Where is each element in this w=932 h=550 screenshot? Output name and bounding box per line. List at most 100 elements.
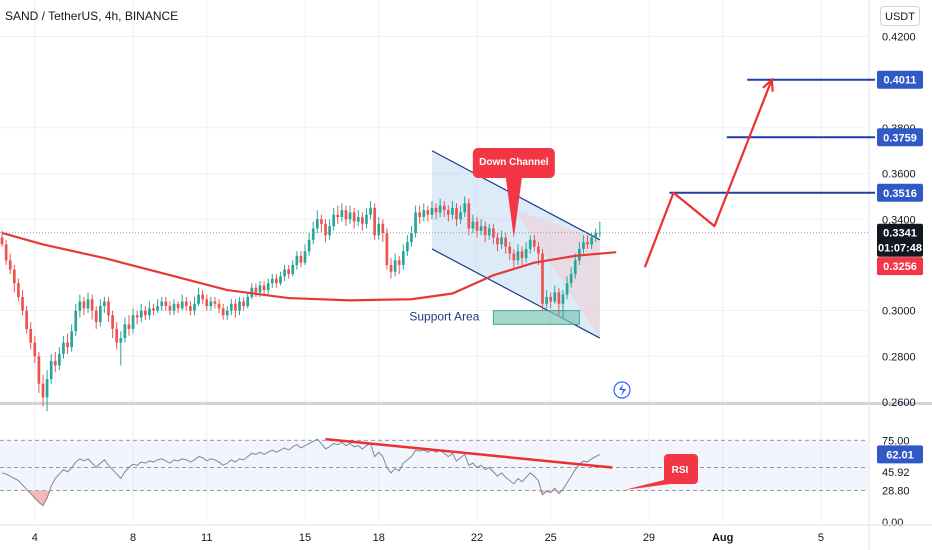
candle-body [549, 296, 553, 302]
candle-body [70, 331, 74, 348]
candle-body [139, 310, 143, 318]
rsi-tick-label: 45.92 [882, 467, 910, 479]
candle-body [451, 207, 454, 215]
candle-body [217, 303, 221, 309]
candle-body [143, 310, 147, 316]
candle-body [94, 310, 98, 323]
candle-body [135, 315, 139, 318]
candle-body [205, 299, 209, 307]
candle-body [168, 306, 172, 311]
currency-button[interactable]: USDT [880, 6, 920, 26]
support-area-label: Support Area [409, 310, 479, 324]
candle-body [78, 301, 82, 311]
candle-body [557, 292, 561, 304]
candle-body [418, 212, 422, 217]
price-tick-label: 0.4200 [882, 32, 916, 44]
candle-body [107, 301, 110, 316]
candle-body [172, 303, 176, 311]
candle-body [283, 269, 286, 277]
candle-body [184, 301, 188, 307]
time-tick-label: 25 [545, 532, 557, 544]
candle-body [58, 354, 61, 366]
down-channel-callout [472, 148, 555, 238]
candle-body [258, 285, 262, 293]
candle-body [131, 315, 135, 329]
candle-body [524, 248, 528, 259]
level-badge-bg [877, 70, 923, 89]
candle-body [434, 207, 438, 213]
candle-body [573, 260, 577, 275]
rsi-band-fill [0, 440, 868, 491]
time-tick-label: 22 [471, 532, 483, 544]
candle-body [459, 212, 462, 220]
candle-body [475, 221, 479, 231]
candle-body [360, 216, 364, 224]
symbol-title: SAND / TetherUS, 4h, BINANCE [5, 9, 179, 23]
candle-body [234, 303, 237, 311]
candle-body [4, 244, 8, 261]
candle-body [586, 242, 589, 245]
candle-body [467, 203, 471, 229]
time-tick-label: 4 [32, 532, 38, 544]
candle-body [213, 301, 217, 304]
candle-body [446, 210, 450, 215]
candle-body [49, 360, 53, 380]
candle-body [369, 207, 372, 215]
countdown-badge-bg [877, 238, 923, 257]
candle-body [393, 260, 397, 272]
candle-body [324, 223, 327, 236]
candle-body [373, 207, 376, 236]
time-tick-label: 8 [130, 532, 136, 544]
candle-body [193, 303, 196, 311]
candle-body [332, 214, 336, 227]
lightning-icon-ring [613, 381, 631, 399]
candle-body [221, 308, 225, 316]
candle-body [254, 287, 258, 293]
price-tick-label: 0.3000 [882, 306, 916, 318]
candle-body [287, 269, 291, 275]
candle-body [86, 299, 90, 309]
candle-body [455, 207, 458, 220]
candle-body [82, 301, 86, 309]
candle-body [590, 237, 593, 245]
candle-body [152, 308, 155, 311]
candle-body [565, 283, 569, 295]
time-tick-label: 11 [201, 532, 212, 544]
countdown-badge: 01:07:48 [878, 243, 922, 255]
candle-body [414, 212, 417, 233]
rsi-oversold-fill [26, 490, 563, 506]
candle-body [438, 205, 442, 213]
time-tick-label: Aug [712, 532, 733, 544]
candle-body [356, 216, 360, 222]
candle-body [492, 228, 495, 238]
candle-body [62, 342, 65, 355]
candle-body [320, 219, 323, 224]
candle-body [275, 278, 278, 284]
candle-body [156, 306, 159, 311]
time-tick-label: 5 [818, 532, 824, 544]
candle-body [512, 253, 516, 261]
lightning-icon [619, 384, 626, 396]
candle-body [209, 301, 213, 307]
candle-body [545, 296, 548, 304]
candle-body [352, 212, 356, 222]
current-price-badge-bg [877, 223, 923, 242]
candle-body [336, 214, 340, 217]
candle-body [365, 214, 368, 224]
candle-body [262, 285, 266, 291]
time-tick-label: 29 [643, 532, 655, 544]
candle-body [29, 328, 33, 343]
candle-body [463, 203, 467, 213]
candle-body [422, 210, 426, 217]
candle-body [410, 232, 413, 243]
ma-value-badge-bg [877, 257, 923, 276]
candle-body [430, 207, 434, 215]
candle-body [98, 306, 102, 323]
candle-body [381, 223, 385, 233]
candle-body [377, 223, 381, 236]
candle-body [328, 226, 331, 236]
level-badge: 0.3759 [883, 132, 917, 144]
candle-body [12, 269, 16, 284]
candle-body [303, 251, 307, 263]
